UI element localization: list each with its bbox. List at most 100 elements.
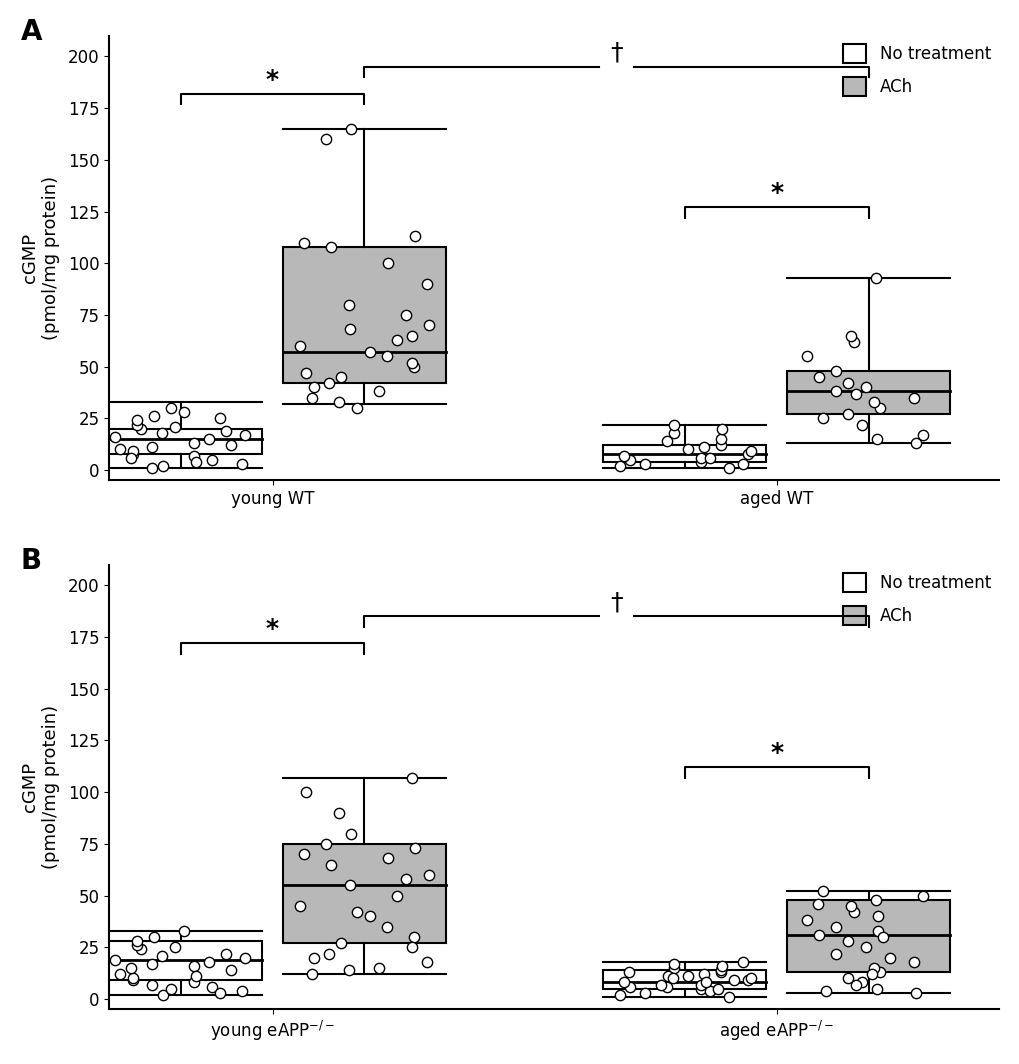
Text: A: A (20, 18, 42, 46)
Point (712, 436, 729, 453)
Point (348, 399, 365, 416)
Bar (99, 941, 262, 980)
Point (343, 120, 360, 137)
Point (166, 418, 182, 435)
Point (880, 949, 897, 966)
Point (847, 976, 863, 993)
Point (340, 962, 357, 979)
Point (218, 945, 234, 962)
Point (379, 918, 395, 935)
Point (701, 982, 717, 999)
Point (845, 903, 861, 920)
Point (321, 375, 337, 392)
Point (868, 431, 884, 448)
Point (201, 953, 217, 970)
Point (914, 427, 930, 444)
Text: †: † (609, 591, 623, 614)
Point (867, 269, 883, 286)
Point (621, 964, 637, 981)
Point (659, 968, 676, 985)
Point (163, 980, 179, 997)
Point (839, 932, 855, 949)
Point (739, 971, 755, 988)
Point (840, 405, 856, 422)
Point (664, 960, 681, 977)
Point (107, 951, 123, 968)
Point (817, 982, 834, 999)
Text: *: * (266, 617, 279, 642)
Point (322, 238, 338, 255)
Point (218, 422, 234, 439)
Bar (282, 844, 445, 943)
Point (185, 447, 202, 464)
Point (201, 431, 217, 448)
Point (112, 440, 128, 458)
Point (611, 458, 628, 475)
Point (318, 835, 334, 852)
Bar (602, 970, 765, 988)
Bar (602, 445, 765, 462)
Point (827, 945, 844, 962)
Point (204, 451, 220, 468)
Point (905, 953, 921, 970)
Point (810, 927, 826, 944)
Point (144, 438, 160, 455)
Point (234, 982, 251, 999)
Point (842, 327, 858, 344)
Point (403, 354, 419, 371)
Point (331, 804, 347, 821)
Point (826, 362, 843, 379)
Point (826, 918, 843, 935)
Point (847, 385, 863, 402)
Point (129, 412, 146, 429)
Point (186, 435, 203, 452)
Point (322, 857, 338, 874)
Point (222, 436, 238, 453)
Point (187, 968, 204, 985)
Point (388, 331, 405, 348)
Y-axis label: cGMP
(pmol/mg protein): cGMP (pmol/mg protein) (20, 176, 59, 340)
Point (304, 389, 320, 406)
Point (388, 887, 405, 904)
Point (869, 922, 886, 940)
Point (222, 962, 238, 979)
Point (871, 399, 888, 416)
Point (211, 410, 227, 427)
Point (343, 825, 360, 842)
Point (712, 962, 729, 979)
Point (132, 420, 149, 437)
Point (211, 984, 227, 1001)
Point (407, 228, 423, 245)
Bar (787, 900, 950, 972)
Point (128, 416, 145, 433)
Point (107, 429, 123, 446)
Point (712, 964, 729, 981)
Point (331, 394, 347, 411)
Point (397, 306, 414, 323)
Point (397, 870, 414, 887)
Point (874, 929, 891, 946)
Point (348, 903, 365, 920)
Y-axis label: cGMP
(pmol/mg protein): cGMP (pmol/mg protein) (20, 705, 59, 869)
Point (128, 936, 145, 953)
Legend: No treatment, ACh: No treatment, ACh (842, 44, 989, 96)
Point (154, 947, 170, 964)
Point (798, 348, 814, 365)
Point (407, 839, 423, 857)
Point (854, 416, 870, 433)
Point (125, 443, 142, 460)
Point (658, 433, 675, 450)
Point (418, 953, 434, 970)
Point (735, 953, 751, 970)
Point (914, 887, 930, 904)
Point (304, 966, 320, 983)
Point (332, 368, 348, 385)
Point (810, 368, 826, 385)
Point (146, 929, 162, 946)
Point (868, 980, 884, 997)
Point (129, 932, 146, 949)
Text: *: * (266, 68, 279, 92)
Point (735, 455, 751, 472)
Point (905, 389, 921, 406)
Point (236, 949, 253, 966)
